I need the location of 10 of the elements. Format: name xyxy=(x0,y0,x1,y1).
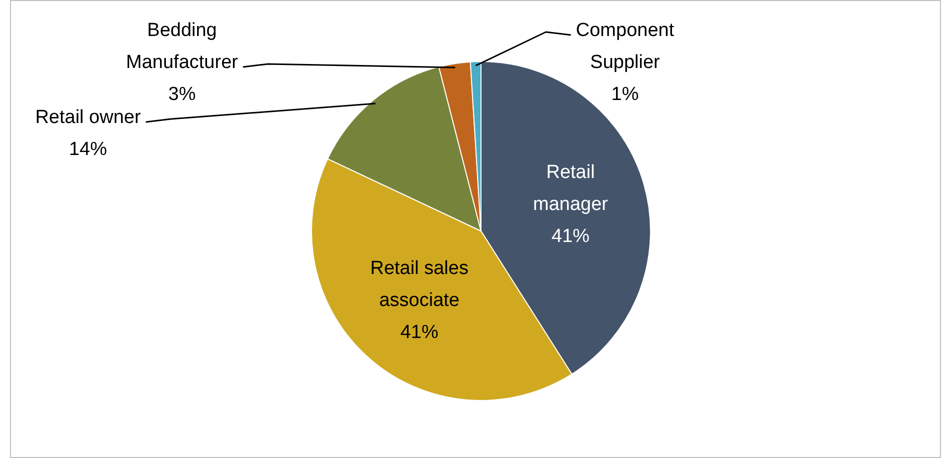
data-label: 41% xyxy=(400,322,438,344)
slice-label: Bedding Manufacturer xyxy=(126,20,239,74)
data-label: 14% xyxy=(68,139,108,160)
slice-label: Retail sales associate xyxy=(370,258,468,312)
data-label: 41% xyxy=(552,226,590,248)
slice-label: Component Supplier xyxy=(576,20,675,74)
slice-label: Retail owner xyxy=(35,107,142,128)
data-label: 1% xyxy=(611,84,639,106)
slice-label: Retail manager xyxy=(533,162,609,216)
data-label: 3% xyxy=(168,84,196,106)
